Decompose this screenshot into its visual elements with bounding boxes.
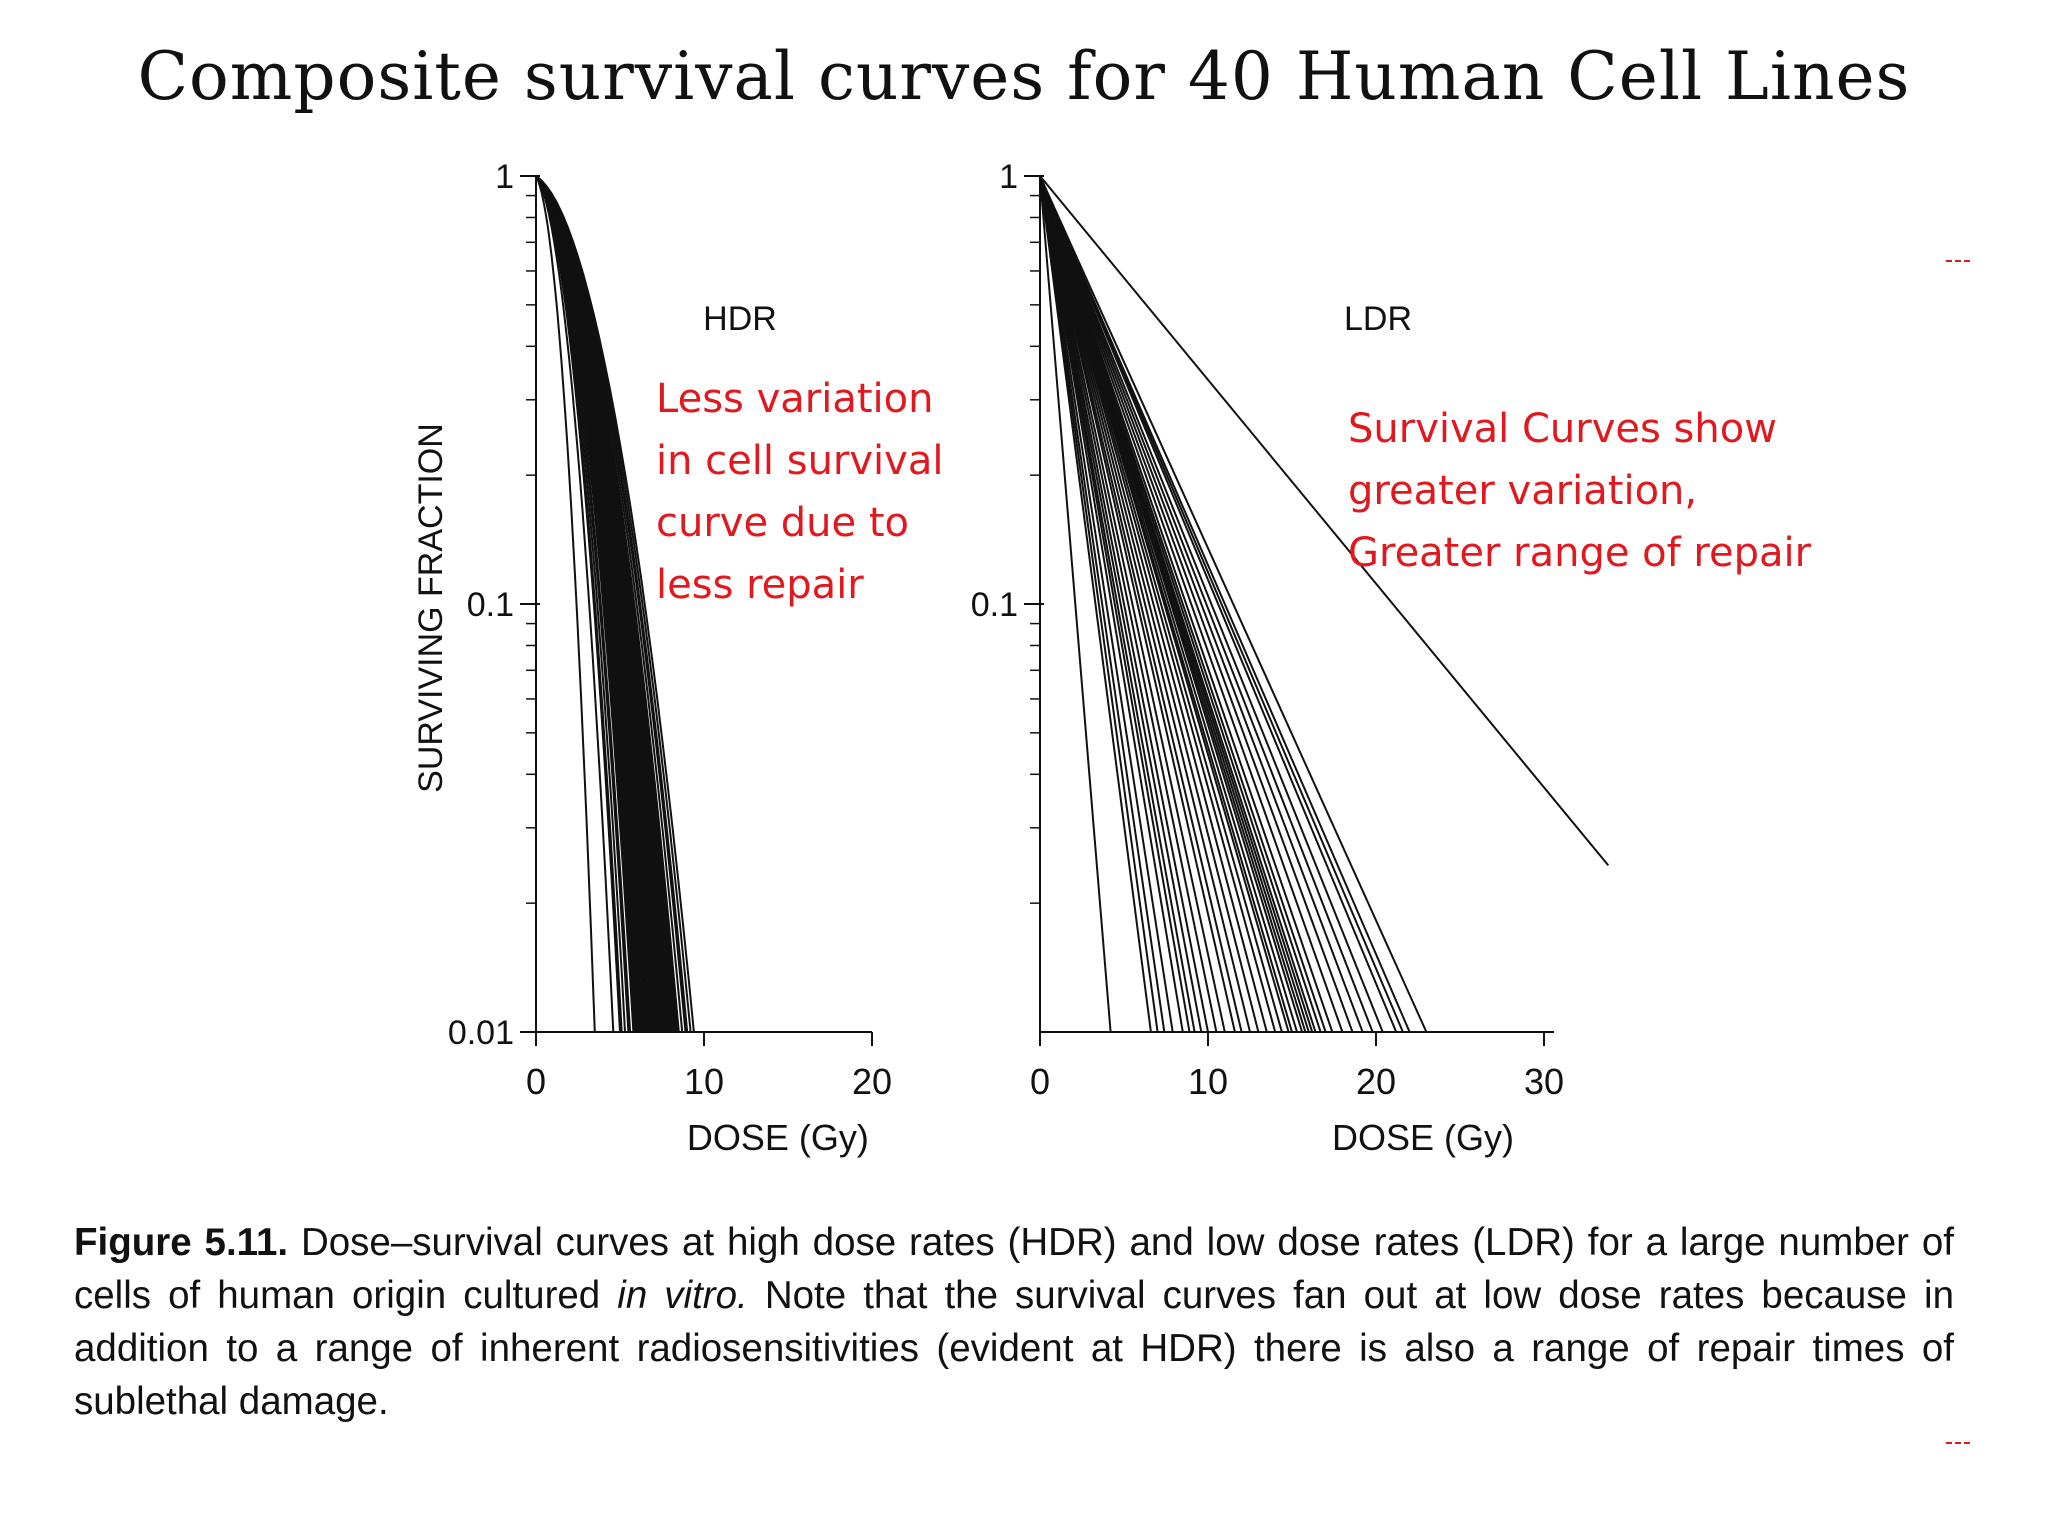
- survival-curve: [535, 175, 596, 1033]
- survival-curve: [1039, 175, 1384, 1033]
- survival-curve: [1039, 175, 1159, 1033]
- caption-label: Figure 5.11.: [74, 1221, 289, 1264]
- survival-curve: [1039, 175, 1196, 1033]
- survival-curve: [1039, 175, 1283, 1033]
- survival-curve: [1039, 175, 1277, 1033]
- survival-curve: [1039, 175, 1398, 1033]
- ldr-annotation-line: Greater range of repair: [1348, 530, 1812, 576]
- x-tick-label: 0: [526, 1061, 546, 1102]
- ldr-annotation-line: Survival Curves show: [1348, 406, 1777, 452]
- survival-curve: [1039, 175, 1184, 1033]
- survival-curve: [1039, 175, 1404, 1033]
- figure-caption: Figure 5.11. Dose–survival curves at hig…: [74, 1216, 1954, 1428]
- hdr-annotation-line: Less variation: [656, 376, 934, 422]
- x-tick-label: 0: [1030, 1061, 1050, 1102]
- survival-curve: [1039, 175, 1344, 1033]
- survival-curve: [1039, 175, 1354, 1033]
- caption-italic: in vitro.: [617, 1274, 748, 1317]
- ldr-annotation: Survival Curves show greater variation, …: [1348, 398, 1811, 584]
- hdr-panel: 1 0.1 0.01 0 10 20 DOSE (Gy) HDR SURVIVING FRACT…: [412, 158, 892, 1158]
- panel-label: HDR: [703, 300, 777, 338]
- y-tick-label: 1: [495, 158, 514, 196]
- panel-label: LDR: [1344, 300, 1412, 338]
- survival-curve: [1039, 175, 1243, 1033]
- hdr-annotation: Less variation in cell survival curve du…: [656, 368, 943, 616]
- survival-curve: [1039, 175, 1364, 1033]
- y-tick-label: 1: [999, 158, 1018, 196]
- y-tick-label: 0.01: [448, 1014, 514, 1052]
- x-tick-label: 10: [1188, 1061, 1228, 1102]
- hdr-annotation-line: in cell survival: [656, 438, 944, 484]
- caption-text-2: Note that the survival curves fan out at…: [74, 1274, 1954, 1423]
- survival-curve: [535, 175, 695, 1033]
- dash-mark-top: [1946, 260, 1970, 262]
- survival-curve: [1039, 175, 1203, 1033]
- survival-curve: [1039, 175, 1218, 1033]
- survival-curve: [1039, 175, 1428, 1033]
- hdr-annotation-line: curve due to: [656, 500, 910, 546]
- survival-curve: [1039, 175, 1610, 867]
- survival-curve: [1039, 175, 1334, 1033]
- x-tick-label: 20: [1356, 1061, 1396, 1102]
- survival-curve: [535, 175, 615, 1033]
- survival-curve: [1039, 175, 1260, 1033]
- survival-curve: [1039, 175, 1411, 1033]
- survival-curve: [1039, 175, 1174, 1033]
- hdr-annotation-line: less repair: [656, 562, 864, 608]
- survival-curve: [1039, 175, 1166, 1033]
- survival-curve: [1039, 175, 1374, 1033]
- dash-mark-bottom: [1946, 1442, 1970, 1444]
- slide-title: Composite survival curves for 40 Human C…: [137, 38, 1911, 115]
- survival-curve: [1039, 175, 1152, 1033]
- x-axis-label: DOSE (Gy): [687, 1117, 869, 1158]
- x-tick-label: 10: [684, 1061, 724, 1102]
- y-tick-label: 0.1: [467, 586, 514, 624]
- y-tick-label: 0.1: [971, 586, 1018, 624]
- survival-curve: [1039, 175, 1251, 1033]
- survival-curve: [1039, 175, 1268, 1033]
- ldr-annotation-line: greater variation,: [1348, 468, 1698, 514]
- y-axis-label: SURVIVING FRACTION: [412, 423, 450, 793]
- x-axis-label: DOSE (Gy): [1332, 1117, 1514, 1158]
- survival-curve: [1039, 175, 1226, 1033]
- survival-curve: [1039, 175, 1112, 1033]
- survival-curve: [1039, 175, 1209, 1033]
- x-tick-label: 20: [852, 1061, 892, 1102]
- caption-text-1: Dose–survival curves at high dose rates …: [74, 1221, 1954, 1317]
- x-tick-label: 30: [1524, 1061, 1564, 1102]
- survival-curve: [1039, 175, 1327, 1033]
- survival-curve: [1039, 175, 1236, 1033]
